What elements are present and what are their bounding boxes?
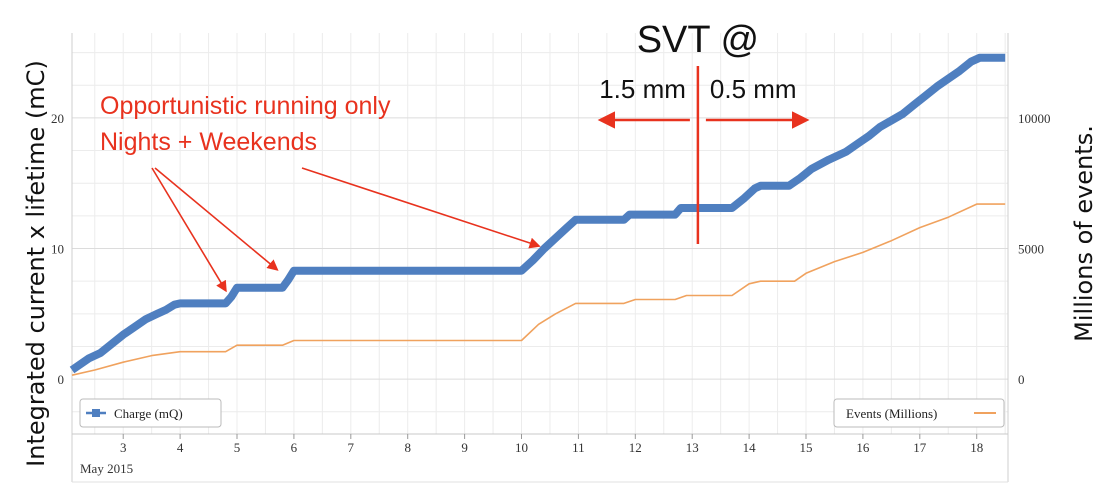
y-right-tick-label: 10000 xyxy=(1018,111,1051,126)
x-tick-label: 5 xyxy=(234,440,241,455)
x-tick-label: 7 xyxy=(348,440,355,455)
y-right-axis-title: Millions of events. xyxy=(1070,125,1098,342)
annotation-running-line2: Nights + Weekends xyxy=(100,128,317,156)
x-tick-label: 4 xyxy=(177,440,184,455)
y-right-tick-label: 0 xyxy=(1018,372,1025,387)
x-tick-label: 11 xyxy=(572,440,585,455)
annotation-svt-title: SVT @ xyxy=(637,19,759,61)
legend-label-charge: Charge (mQ) xyxy=(114,406,183,421)
x-tick-label: 14 xyxy=(743,440,757,455)
y-left-tick-label: 20 xyxy=(51,111,64,126)
x-tick-label: 3 xyxy=(120,440,127,455)
annotation-running-line1: Opportunistic running only xyxy=(100,92,391,120)
series-line-events xyxy=(71,203,1006,376)
x-tick-label: 6 xyxy=(291,440,298,455)
annotation-arrow xyxy=(151,167,227,293)
y-left-tick-label: 10 xyxy=(51,242,64,257)
legend-box-events xyxy=(833,398,1005,428)
x-axis-sublabel: May 2015 xyxy=(80,461,133,476)
x-tick-label: 15 xyxy=(800,440,813,455)
x-tick-label: 17 xyxy=(913,440,927,455)
legend-label-events: Events (Millions) xyxy=(846,406,937,421)
y-right-tick-label: 5000 xyxy=(1018,242,1044,257)
y-left-axis-title: Integrated current x lifetime (mC) xyxy=(22,60,50,467)
x-tick-label: 16 xyxy=(856,440,870,455)
annotation-svt-right-label: 0.5 mm xyxy=(710,74,797,104)
y-left-tick-label: 0 xyxy=(58,372,65,387)
annotation-svt-left-label: 1.5 mm xyxy=(599,74,686,104)
x-tick-label: 9 xyxy=(461,440,468,455)
x-tick-label: 12 xyxy=(629,440,642,455)
series-line-charge xyxy=(69,53,1006,374)
annotation-arrow xyxy=(154,167,279,271)
x-tick-label: 13 xyxy=(686,440,699,455)
x-tick-label: 10 xyxy=(515,440,528,455)
legend-marker-charge xyxy=(92,409,100,417)
x-tick-label: 18 xyxy=(970,440,983,455)
x-tick-label: 8 xyxy=(404,440,411,455)
annotation-arrow xyxy=(301,167,541,249)
legend-box-charge xyxy=(79,398,222,428)
